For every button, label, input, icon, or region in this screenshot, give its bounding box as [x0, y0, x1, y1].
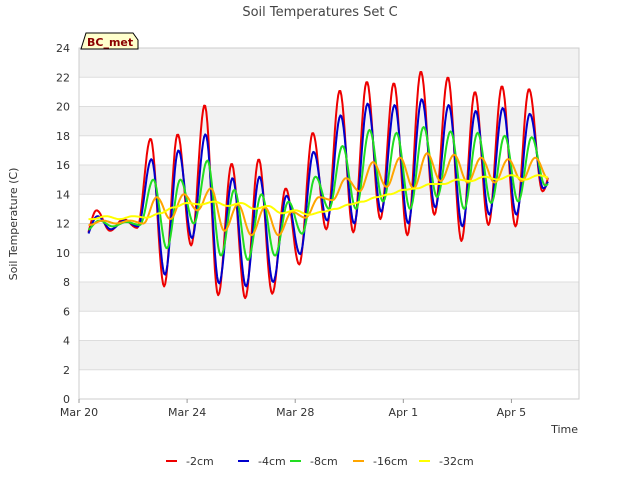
legend-label: -32cm: [439, 455, 474, 468]
x-tick-label: Mar 20: [60, 406, 98, 419]
x-tick-label: Apr 5: [497, 406, 527, 419]
y-tick-label: 10: [56, 247, 70, 260]
y-tick-label: 24: [56, 42, 70, 55]
series-line-minus-8cm: [87, 126, 549, 261]
x-tick-label: Apr 1: [389, 406, 419, 419]
chart-title: Soil Temperatures Set C: [242, 5, 397, 20]
station-badge: BC_met: [80, 32, 139, 50]
x-tick-label: Mar 28: [276, 406, 314, 419]
y-tick-label: 8: [63, 276, 70, 289]
y-tick-label: 16: [56, 159, 70, 172]
series-lines: [87, 71, 549, 300]
plot-frame: [78, 47, 580, 400]
legend: -2cm -4cm -8cm -16cm -32cm: [166, 455, 474, 468]
badge-shape: [80, 32, 139, 50]
y-tick-label: 18: [56, 130, 70, 143]
series-line-minus-4cm: [87, 98, 549, 288]
grid-band: [79, 106, 579, 136]
y-tick-label: 20: [56, 101, 70, 114]
series-line-minus-32cm: [88, 174, 549, 221]
grid-band: [79, 282, 579, 312]
legend-label: -8cm: [310, 455, 338, 468]
y-tick-label: 22: [56, 71, 70, 84]
y-tick-label: 0: [63, 393, 70, 406]
x-tick-labels: Mar 20 Mar 24 Mar 28 Apr 1 Apr 5: [60, 399, 526, 419]
legend-label: -4cm: [258, 455, 286, 468]
y-axis-label: Soil Temperature (C): [7, 168, 20, 281]
y-tick-label: 6: [63, 305, 70, 318]
legend-label: -2cm: [186, 455, 214, 468]
grid-band: [79, 340, 579, 370]
x-axis-label: Time: [550, 423, 578, 436]
y-tick-label: 14: [56, 188, 70, 201]
grid-band: [79, 48, 579, 78]
x-tick-label: Mar 24: [168, 406, 206, 419]
legend-label: -16cm: [373, 455, 408, 468]
y-tick-label: 2: [63, 364, 70, 377]
badge-label: BC_met: [87, 36, 133, 49]
y-tick-label: 12: [56, 218, 70, 231]
grid-band: [79, 223, 579, 253]
y-tick-label: 4: [63, 335, 70, 348]
